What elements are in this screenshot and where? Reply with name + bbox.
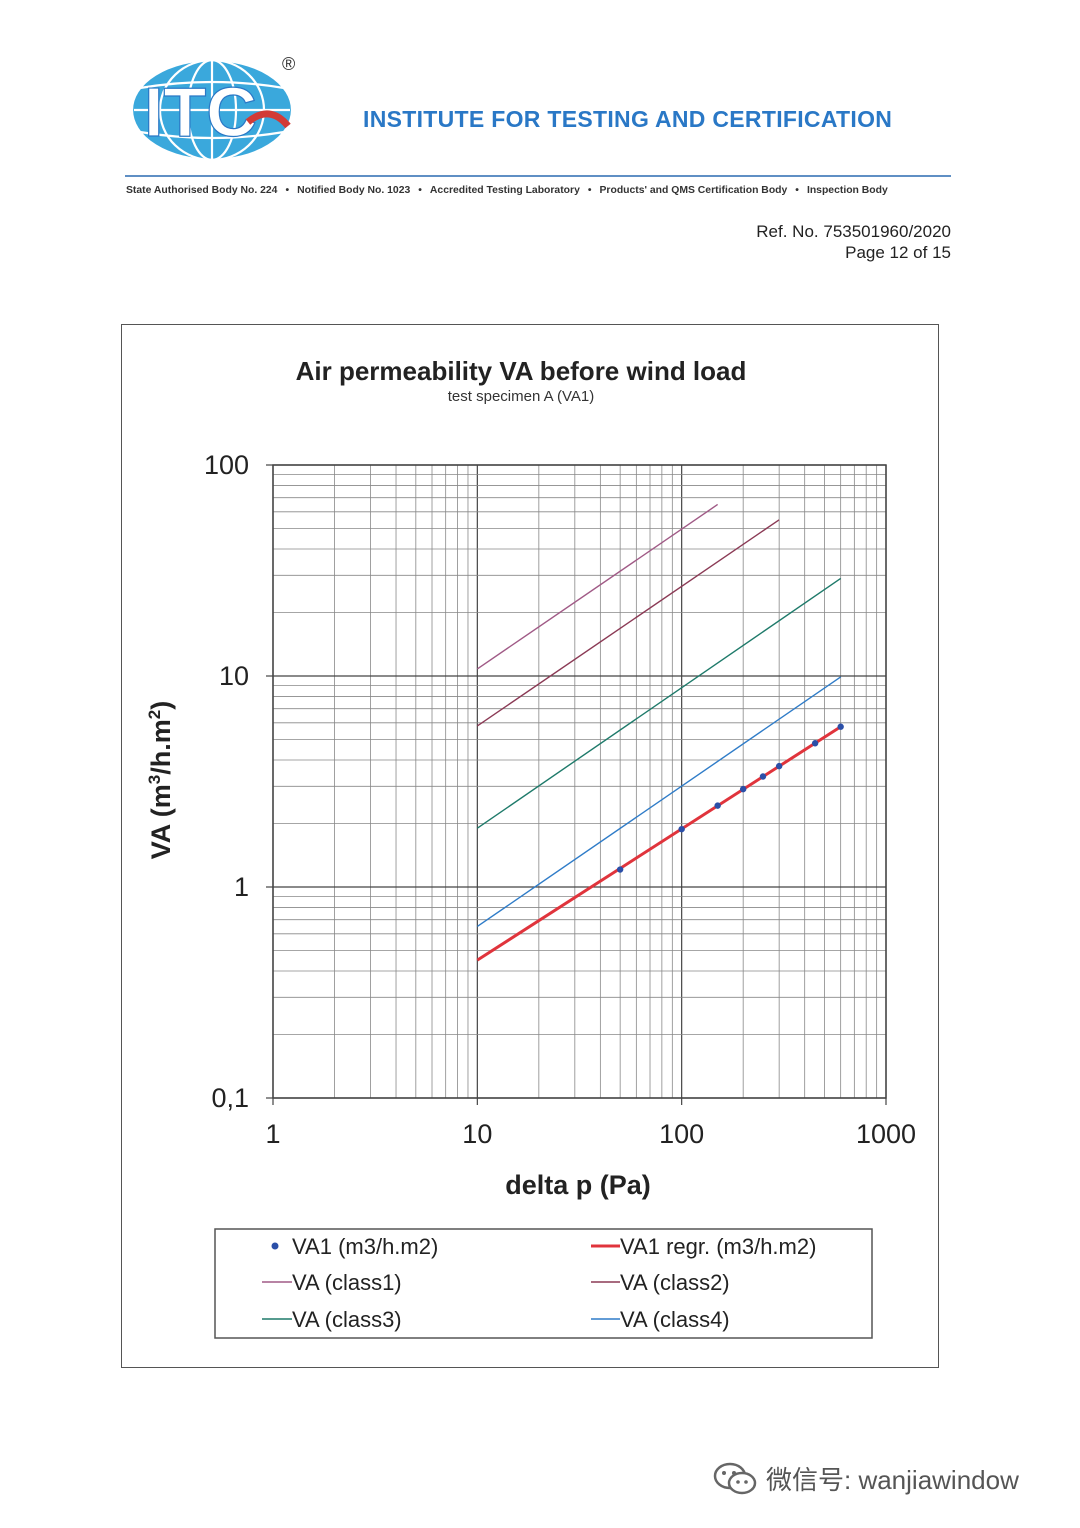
bullet: • (795, 185, 799, 196)
reference-block: Ref. No. 753501960/2020 Page 12 of 15 (756, 221, 951, 263)
x-tick-label: 1000 (856, 1119, 916, 1149)
y-tick-label: 1 (234, 872, 249, 902)
chart-grid (272, 464, 887, 1099)
legend-label: VA (class3) (292, 1307, 402, 1332)
legend: VA1 (m3/h.m2) VA1 regr. (m3/h.m2) VA (cl… (262, 1234, 816, 1332)
data-point (739, 785, 747, 793)
chart-ticks: 1 10 100 1000 0,1 1 10 100 (204, 450, 916, 1149)
data-point (775, 762, 783, 770)
accreditation-item: Accredited Testing Laboratory (429, 185, 580, 196)
bullet: • (587, 185, 592, 196)
itc-logo: ITC ® (130, 54, 295, 162)
data-point (678, 825, 685, 833)
page-number: Page 12 of 15 (845, 243, 951, 262)
y-label-part: ) (146, 701, 176, 710)
wechat-icon (713, 1462, 757, 1494)
institute-name: INSTITUTE FOR TESTING AND CERTIFICATION (363, 106, 893, 132)
legend-box (214, 1228, 873, 1339)
y-label-part: /h.m (146, 719, 176, 775)
x-tick-label: 100 (659, 1119, 704, 1149)
bullet: • (285, 185, 290, 196)
accreditation-item: Inspection Body (806, 185, 888, 196)
watermark-text: 微信号: wanjiawindow (766, 1465, 1019, 1495)
x-axis-label: delta p (Pa) (505, 1170, 651, 1200)
header-rule (125, 175, 951, 177)
series-line (476, 676, 842, 928)
accreditation-item: Products' and QMS Certification Body (599, 185, 788, 196)
y-tick-label: 10 (219, 661, 249, 691)
bullet: • (418, 185, 422, 196)
y-tick-label: 100 (204, 450, 249, 480)
y-axis-label: VA (m3/h.m2) (145, 701, 176, 859)
legend-marker-va1 (271, 1242, 279, 1250)
data-point (759, 773, 767, 780)
chart-subtitle: test specimen A (VA1) (448, 388, 594, 405)
ref-number: Ref. No. 753501960/2020 (756, 222, 951, 241)
x-tick-label: 1 (265, 1119, 280, 1149)
accreditation-item: Notified Body No. 1023 (297, 185, 411, 196)
accreditation-item: State Authorised Body No. 224 (126, 185, 278, 196)
data-point (616, 866, 624, 873)
registered-mark: ® (282, 54, 295, 74)
y-label-part: VA (m (146, 784, 176, 859)
y-tick-label: 0,1 (211, 1083, 249, 1113)
series-line (476, 519, 780, 727)
legend-label: VA (class2) (620, 1270, 730, 1295)
y-label-sup: 2 (145, 710, 164, 719)
data-point (714, 802, 721, 809)
data-point (837, 723, 844, 730)
logo-text: ITC (144, 73, 257, 151)
chart-series (476, 503, 844, 962)
legend-label: VA1 (m3/h.m2) (292, 1234, 438, 1259)
chart-frame (121, 324, 939, 1368)
series-line (476, 725, 842, 962)
series-line (476, 577, 842, 829)
data-point (811, 740, 819, 747)
legend-label: VA (class4) (620, 1307, 730, 1332)
legend-label: VA (class1) (292, 1270, 402, 1295)
y-label-sup: 3 (145, 775, 164, 784)
legend-label: VA1 regr. (m3/h.m2) (620, 1234, 816, 1259)
plot-area-border (272, 464, 887, 1099)
accreditation-line: State Authorised Body No. 224 • Notified B… (126, 185, 956, 196)
wechat-watermark: 微信号: wanjiawindow (712, 1460, 1019, 1497)
x-tick-label: 10 (462, 1119, 492, 1149)
series-line (476, 503, 719, 670)
chart-title: Air permeability VA before wind load (296, 356, 747, 386)
